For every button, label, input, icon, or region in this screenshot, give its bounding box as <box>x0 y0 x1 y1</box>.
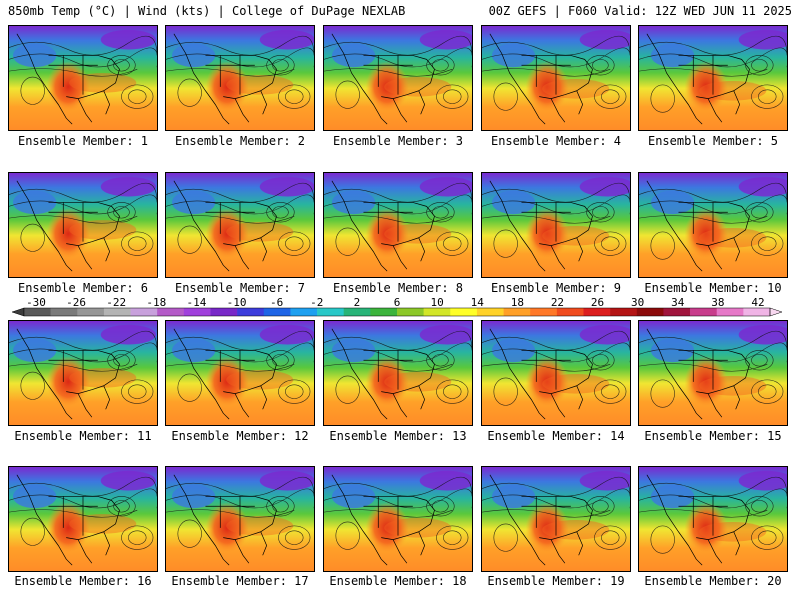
ensemble-member-caption: Ensemble Member: 20 <box>644 574 782 588</box>
map-title: 850mb Temp (°C) | Wind (kts) | College o… <box>8 4 406 18</box>
colorbar-swatch <box>130 308 158 316</box>
colorbar-swatch <box>210 308 238 316</box>
colorbar-tick-label: 10 <box>430 296 443 309</box>
colorbar-tick-label: 22 <box>551 296 564 309</box>
ensemble-member-map <box>323 320 473 426</box>
temperature-colorbar: -30 -26 -22 -18 -14 -10 -6 -2 2 6 10 14 18 22 26 30 34 38… <box>11 296 783 317</box>
colorbar-tick-label: 6 <box>394 296 401 309</box>
colorbar-tick-label: -10 <box>227 296 247 309</box>
colorbar-swatch <box>583 308 611 316</box>
ensemble-member-caption: Ensemble Member: 1 <box>17 134 149 148</box>
colorbar-outline <box>23 307 771 317</box>
ensemble-member-map <box>8 320 158 426</box>
ensemble-member-caption: Ensemble Member: 11 <box>14 429 152 443</box>
ensemble-member-map <box>323 466 473 572</box>
ensemble-member-map <box>165 172 315 278</box>
ensemble-member-caption: Ensemble Member: 14 <box>487 429 625 443</box>
ensemble-member-caption: Ensemble Member: 2 <box>174 134 306 148</box>
ensemble-member-caption: Ensemble Member: 18 <box>329 574 467 588</box>
ensemble-member-caption: Ensemble Member: 3 <box>332 134 464 148</box>
ensemble-member-map <box>638 172 788 278</box>
colorbar-swatch <box>103 308 131 316</box>
colorbar-tick-label: 30 <box>631 296 644 309</box>
ensemble-member-caption: Ensemble Member: 19 <box>487 574 625 588</box>
colorbar-swatch <box>77 308 105 316</box>
colorbar-tick-label: -18 <box>146 296 166 309</box>
ensemble-member-caption: Ensemble Member: 13 <box>329 429 467 443</box>
ensemble-member-map <box>481 25 631 131</box>
colorbar-tick-label: -14 <box>187 296 207 309</box>
colorbar-tick-label: -22 <box>106 296 126 309</box>
colorbar-swatch <box>237 308 265 316</box>
colorbar-swatch <box>370 308 398 316</box>
valid-time-label: 00Z GEFS | F060 Valid: 12Z WED JUN 11 20… <box>488 4 792 18</box>
colorbar-swatch <box>663 308 691 316</box>
colorbar-swatch <box>636 308 664 316</box>
colorbar-right-arrow <box>769 307 783 317</box>
colorbar-tick-label: 34 <box>671 296 685 309</box>
colorbar-swatch <box>290 308 318 316</box>
colorbar-swatch <box>610 308 638 316</box>
colorbar-tick-label: 18 <box>511 296 524 309</box>
ensemble-member-caption: Ensemble Member: 7 <box>174 281 306 295</box>
ensemble-member-caption: Ensemble Member: 5 <box>647 134 779 148</box>
colorbar-swatch <box>24 308 51 316</box>
colorbar-swatch <box>690 308 718 316</box>
colorbar-tick-label: -6 <box>270 296 283 309</box>
colorbar-swatch <box>423 308 451 316</box>
colorbar-swatch <box>450 308 478 316</box>
ensemble-member-map <box>165 466 315 572</box>
ensemble-member-caption: Ensemble Member: 12 <box>171 429 309 443</box>
colorbar-tick-label: -30 <box>26 296 46 309</box>
colorbar-tick-label: 14 <box>471 296 485 309</box>
colorbar-swatch <box>530 308 558 316</box>
ensemble-member-caption: Ensemble Member: 16 <box>14 574 152 588</box>
ensemble-member-map <box>638 466 788 572</box>
colorbar-swatch <box>476 308 504 316</box>
colorbar-swatch <box>263 308 291 316</box>
colorbar-swatch <box>183 308 211 316</box>
colorbar-swatch <box>397 308 424 316</box>
colorbar-tick-label: -2 <box>310 296 323 309</box>
ensemble-member-caption: Ensemble Member: 10 <box>644 281 782 295</box>
ensemble-member-map <box>481 320 631 426</box>
ensemble-member-map <box>165 25 315 131</box>
colorbar-swatch <box>556 308 584 316</box>
ensemble-member-map <box>8 466 158 572</box>
ensemble-member-map <box>8 172 158 278</box>
ensemble-member-map <box>323 172 473 278</box>
ensemble-member-caption: Ensemble Member: 6 <box>17 281 149 295</box>
colorbar-swatch <box>503 308 531 316</box>
ensemble-member-caption: Ensemble Member: 4 <box>490 134 622 148</box>
colorbar-swatch <box>317 308 345 316</box>
ensemble-member-caption: Ensemble Member: 15 <box>644 429 782 443</box>
ensemble-member-map <box>165 320 315 426</box>
ensemble-member-caption: Ensemble Member: 9 <box>490 281 622 295</box>
ensemble-member-map <box>323 25 473 131</box>
colorbar-swatch <box>716 308 744 316</box>
colorbar-swatch <box>343 308 371 316</box>
colorbar-tick-label: 38 <box>711 296 724 309</box>
ensemble-member-map <box>481 172 631 278</box>
ensemble-member-map <box>638 320 788 426</box>
colorbar-left-arrow <box>11 307 25 317</box>
colorbar-swatch <box>743 308 771 316</box>
ensemble-member-caption: Ensemble Member: 8 <box>332 281 464 295</box>
ensemble-member-map <box>481 466 631 572</box>
colorbar-swatch <box>157 308 185 316</box>
colorbar-tick-label: 2 <box>354 296 361 309</box>
ensemble-member-map <box>638 25 788 131</box>
ensemble-member-caption: Ensemble Member: 17 <box>171 574 309 588</box>
colorbar-tick-label: 26 <box>591 296 604 309</box>
colorbar-swatch <box>50 308 78 316</box>
colorbar-tick-label: -26 <box>66 296 86 309</box>
ensemble-member-map <box>8 25 158 131</box>
colorbar-tick-label: 42 <box>751 296 764 309</box>
